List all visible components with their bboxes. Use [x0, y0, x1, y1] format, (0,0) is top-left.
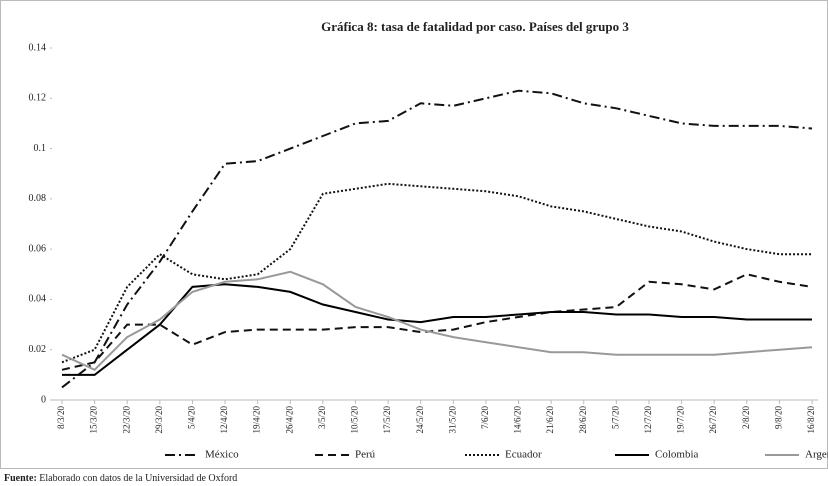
x-tick-label: 17/5/20 — [382, 406, 392, 434]
legend-label: Argentina — [805, 449, 828, 461]
x-tick-label: 21/6/20 — [545, 406, 555, 434]
x-tick-label: 5/4/20 — [186, 406, 196, 430]
x-tick-label: 28/6/20 — [578, 406, 588, 434]
chart-frame — [0, 0, 828, 469]
series-line — [62, 283, 812, 376]
source-label: Fuente: — [4, 473, 37, 484]
x-tick-label: 19/4/20 — [252, 406, 262, 434]
y-tick-label: 0.12 — [29, 93, 47, 104]
legend-label: Perú — [355, 449, 376, 461]
series-line — [61, 270, 813, 372]
x-tick-label: 3/5/20 — [317, 406, 327, 430]
source-text: Elaborado con datos de la Universidad de… — [39, 473, 237, 484]
x-tick-label: 8/3/20 — [56, 406, 66, 430]
x-tick-label: 31/5/20 — [447, 406, 457, 434]
series-line — [61, 182, 812, 364]
source: Fuente: Elaborado con datos de la Univer… — [4, 473, 237, 484]
x-tick-label: 12/7/20 — [643, 406, 653, 434]
series-line — [61, 89, 813, 389]
x-tick-label: 26/7/20 — [708, 406, 718, 434]
y-tick-label: 0.02 — [29, 344, 47, 355]
x-tick-label: 19/7/20 — [676, 406, 686, 434]
x-tick-label: 22/3/20 — [121, 406, 131, 434]
legend-label: Colombia — [655, 449, 699, 461]
x-tick-label: 24/5/20 — [415, 406, 425, 434]
x-tick-label: 2/8/20 — [741, 406, 751, 430]
x-tick-label: 10/5/20 — [350, 406, 360, 434]
y-tick-label: 0.1 — [34, 143, 47, 154]
y-tick-label: 0 — [41, 394, 46, 405]
y-tick-label: 0.14 — [29, 42, 47, 53]
chart-title: Gráfica 8: tasa de fatalidad por caso. P… — [321, 19, 629, 34]
legend-label: Ecuador — [505, 449, 542, 461]
y-tick-label: 0.06 — [29, 243, 47, 254]
x-tick-label: 12/4/20 — [219, 406, 229, 434]
y-tick-label: 0.08 — [29, 193, 47, 204]
legend-label: México — [205, 449, 239, 461]
x-tick-label: 29/3/20 — [154, 406, 164, 434]
series-line — [61, 273, 813, 371]
x-tick-label: 26/4/20 — [284, 406, 294, 434]
x-tick-label: 15/3/20 — [89, 406, 99, 434]
x-tick-label: 16/8/20 — [806, 406, 816, 434]
x-tick-label: 9/8/20 — [773, 406, 783, 430]
x-tick-label: 14/6/20 — [513, 406, 523, 434]
y-tick-label: 0.04 — [29, 294, 47, 305]
x-tick-label: 5/7/20 — [610, 406, 620, 430]
x-tick-label: 7/6/20 — [480, 406, 490, 430]
